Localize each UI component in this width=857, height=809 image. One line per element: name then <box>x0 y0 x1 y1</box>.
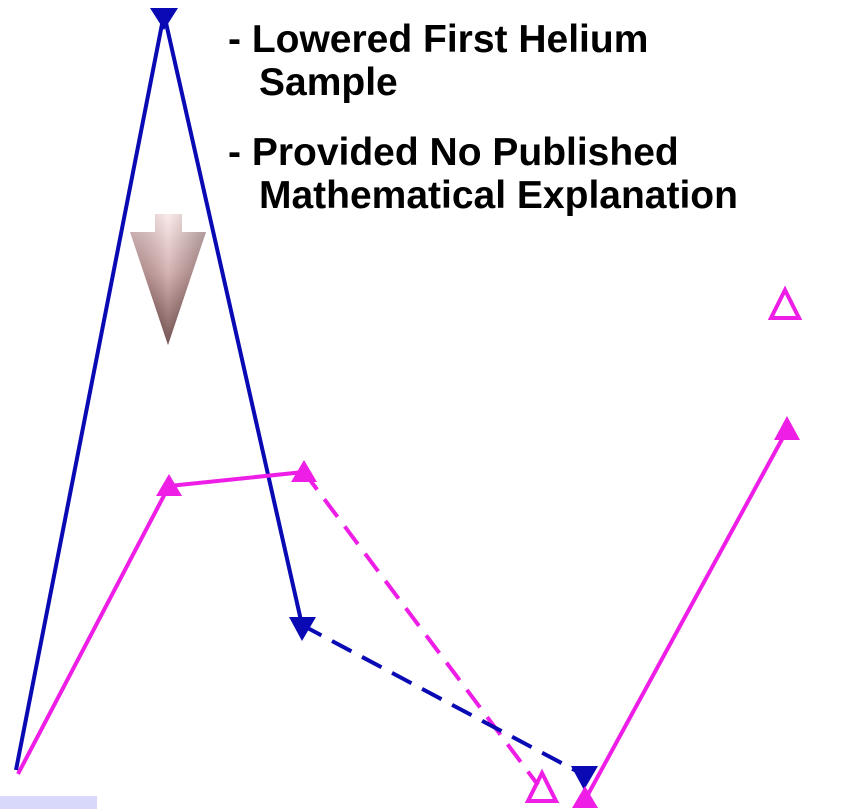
inverted-triangle-marker-bottom <box>571 766 598 790</box>
magenta-solid-line-left <box>16 470 305 775</box>
blue-solid-line <box>14 12 304 771</box>
inverted-triangle-marker-top <box>150 8 178 30</box>
open-triangle-marker-right <box>767 285 803 320</box>
open-triangle-marker-bottom <box>524 768 560 803</box>
corner-tab <box>0 796 97 809</box>
filled-triangle-marker-bottom <box>572 786 598 808</box>
bullet-item: - Lowered First Helium Sample <box>228 18 648 104</box>
filled-triangle-marker-right <box>774 416 800 440</box>
blue-dashed-line <box>301 623 585 777</box>
bullet-item: - Provided No Published Mathematical Exp… <box>228 131 738 217</box>
bullet-line: - Lowered First Helium <box>228 18 649 61</box>
down-arrow-icon <box>130 214 206 345</box>
bullet-line-continued: Sample <box>259 61 398 104</box>
magenta-dashed-line <box>302 470 540 787</box>
inverted-triangle-marker-middle <box>289 617 316 641</box>
filled-triangle-marker-plateau-left <box>156 474 182 496</box>
bullet-line: - Provided No Published <box>228 131 679 174</box>
bullet-line-continued: Mathematical Explanation <box>259 174 738 217</box>
magenta-solid-line-right <box>583 429 789 801</box>
filled-triangle-marker-plateau-right <box>291 460 317 482</box>
